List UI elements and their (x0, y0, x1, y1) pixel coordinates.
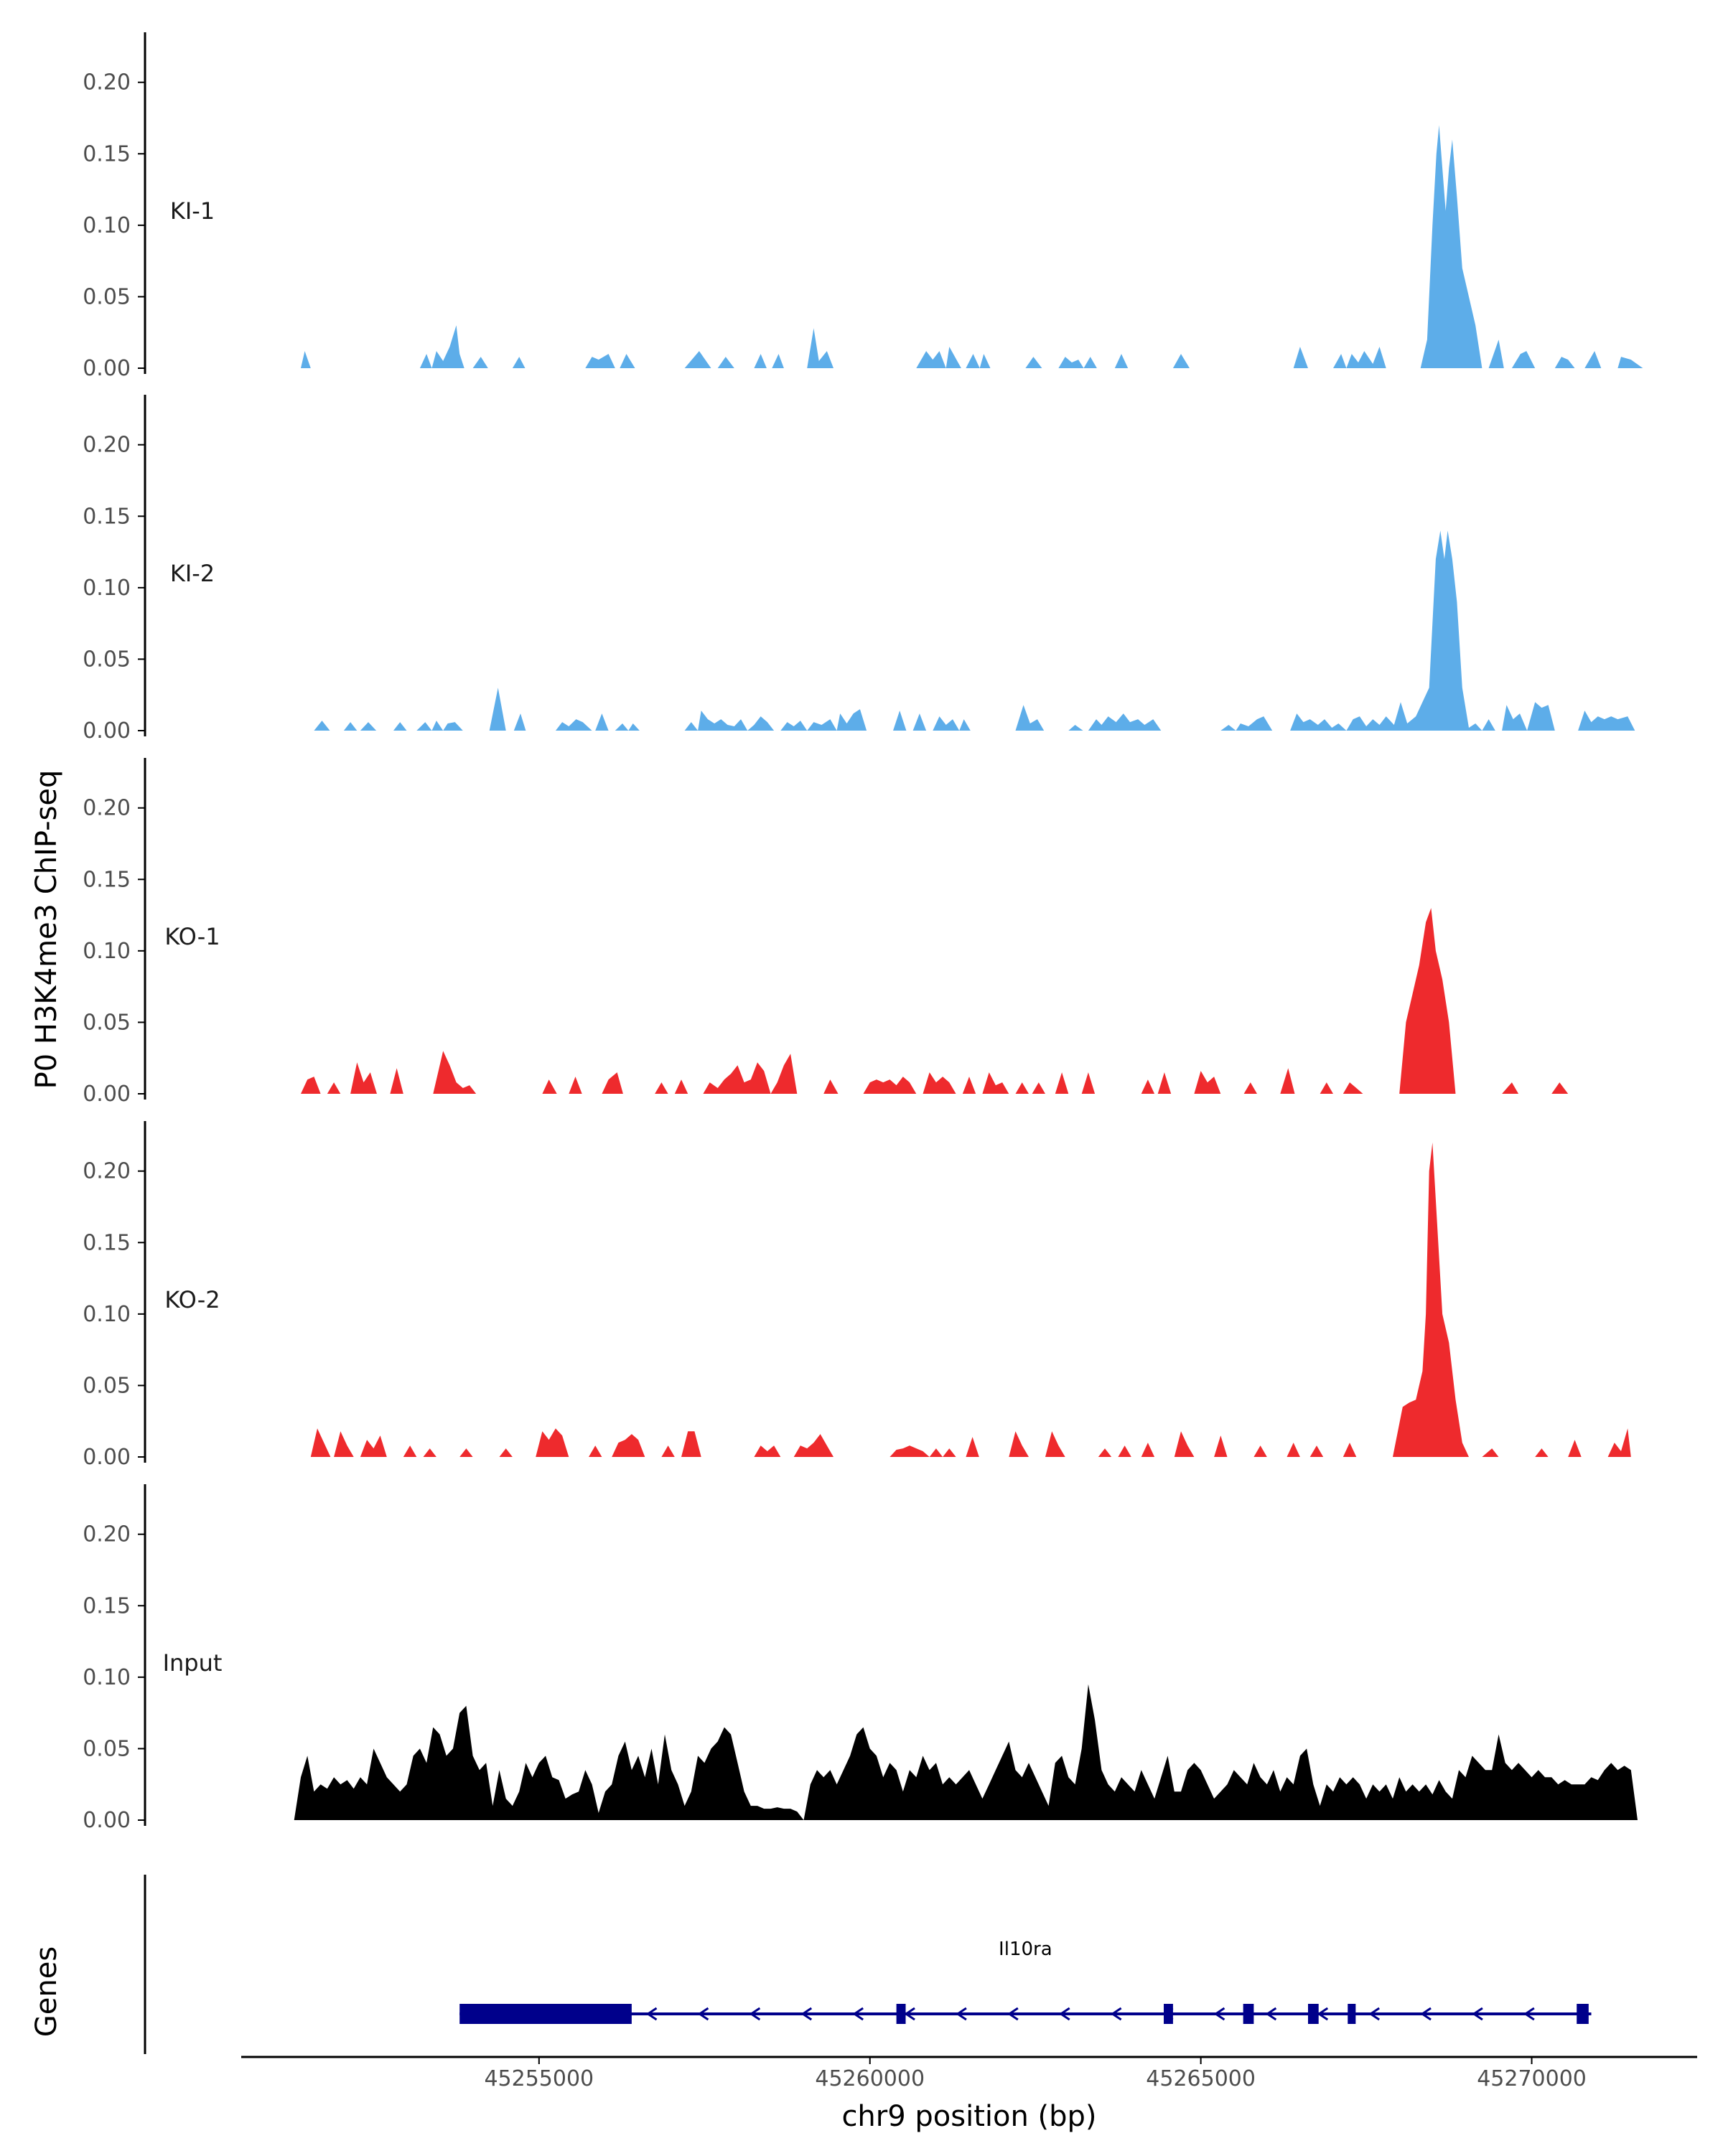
strand-arrow (956, 2007, 967, 2021)
strand-arrow (645, 2007, 658, 2021)
strand-arrow (904, 2007, 915, 2021)
track-input: 0.00 0.05 0.10 0.15 0.20 Input (83, 1484, 1638, 1833)
x-axis: 45255000 45260000 45265000 45270000 (241, 2056, 1697, 2091)
signal-area-input (294, 1684, 1638, 1820)
gene-track-title: Genes (30, 1946, 63, 2037)
gene-track: Il10ra (144, 1875, 1592, 2054)
track-label: KI-1 (170, 197, 215, 225)
y-tick-label: 0.10 (83, 1302, 131, 1327)
y-tick-label: 0.00 (83, 1082, 131, 1107)
track-ki-2: 0.00 0.05 0.10 0.15 0.20 KI-2 (83, 395, 1635, 744)
y-tick-label: 0.15 (83, 504, 131, 529)
strand-arrow (1110, 2007, 1122, 2021)
y-tick-label: 0.05 (83, 1373, 131, 1398)
x-tick-label: 45270000 (1477, 2066, 1587, 2091)
y-tick-label: 0.00 (83, 1808, 131, 1833)
y-tick-label: 0.15 (83, 1593, 131, 1618)
signal-area-ko-2 (310, 1142, 1631, 1457)
y-tick-label: 0.20 (83, 433, 131, 458)
strand-arrow (1317, 2007, 1329, 2021)
y-tick-label: 0.15 (83, 1230, 131, 1255)
y-axis-title: P0 H3K4me3 ChIP-seq (30, 770, 63, 1089)
y-tick-label: 0.00 (83, 718, 131, 744)
y-tick-label: 0.15 (83, 867, 131, 892)
y-tick-label: 0.05 (83, 647, 131, 672)
gene-exon (1577, 2004, 1589, 2024)
y-tick-label: 0.05 (83, 1736, 131, 1761)
strand-arrow (1213, 2007, 1225, 2021)
y-tick-label: 0.20 (83, 1159, 131, 1184)
track-label: KO-1 (164, 923, 220, 950)
gene-exon (1164, 2004, 1173, 2024)
track-ko-1: 0.00 0.05 0.10 0.15 0.20 KO-1 (83, 758, 1569, 1107)
gene-exon (1307, 2004, 1319, 2024)
y-tick-label: 0.00 (83, 1445, 131, 1470)
y-tick-label: 0.10 (83, 939, 131, 964)
strand-arrow (1007, 2007, 1019, 2021)
signal-area-ki-2 (314, 530, 1635, 731)
track-label: Input (163, 1649, 223, 1677)
y-tick-label: 0.10 (83, 576, 131, 601)
strand-arrow (1368, 2007, 1380, 2021)
track-ko-2: 0.00 0.05 0.10 0.15 0.20 KO-2 (83, 1121, 1631, 1470)
x-tick-label: 45265000 (1146, 2066, 1256, 2091)
strand-arrow (1420, 2007, 1432, 2021)
y-tick-label: 0.10 (83, 213, 131, 238)
track-ki-1: 0.00 0.05 0.10 0.15 0.20 KI-1 (83, 32, 1643, 381)
signal-tracks: 0.00 0.05 0.10 0.15 0.20 KI-1 0.00 0.05 0.10 0.15… (83, 32, 1643, 1833)
y-tick-label: 0.20 (83, 1522, 131, 1547)
strand-arrow (1523, 2007, 1535, 2021)
strand-arrow (749, 2007, 761, 2021)
gene-name-label: Il10ra (999, 1939, 1052, 1960)
y-tick-label: 0.10 (83, 1665, 131, 1690)
y-tick-label: 0.20 (83, 70, 131, 95)
gene-utr-block (459, 2004, 632, 2024)
x-axis-title: chr9 position (bp) (841, 2100, 1096, 2133)
gene-exon (1348, 2004, 1356, 2024)
y-tick-label: 0.05 (83, 1010, 131, 1035)
track-label: KI-2 (170, 560, 215, 587)
signal-area-ko-1 (301, 908, 1569, 1094)
track-label: KO-2 (164, 1286, 220, 1313)
strand-arrow (1059, 2007, 1070, 2021)
strand-arrow (1472, 2007, 1483, 2021)
strand-arrow (697, 2007, 709, 2021)
strand-arrow (852, 2007, 864, 2021)
y-tick-label: 0.20 (83, 796, 131, 821)
signal-area-ki-1 (301, 125, 1643, 368)
strand-arrow (1265, 2007, 1277, 2021)
x-tick-label: 45260000 (815, 2066, 925, 2091)
gene-exon (896, 2004, 906, 2024)
y-tick-label: 0.00 (83, 356, 131, 381)
strand-arrow (800, 2007, 813, 2021)
y-tick-label: 0.05 (83, 284, 131, 309)
y-tick-label: 0.15 (83, 141, 131, 167)
x-tick-label: 45255000 (484, 2066, 594, 2091)
gene-exon (1243, 2004, 1254, 2024)
